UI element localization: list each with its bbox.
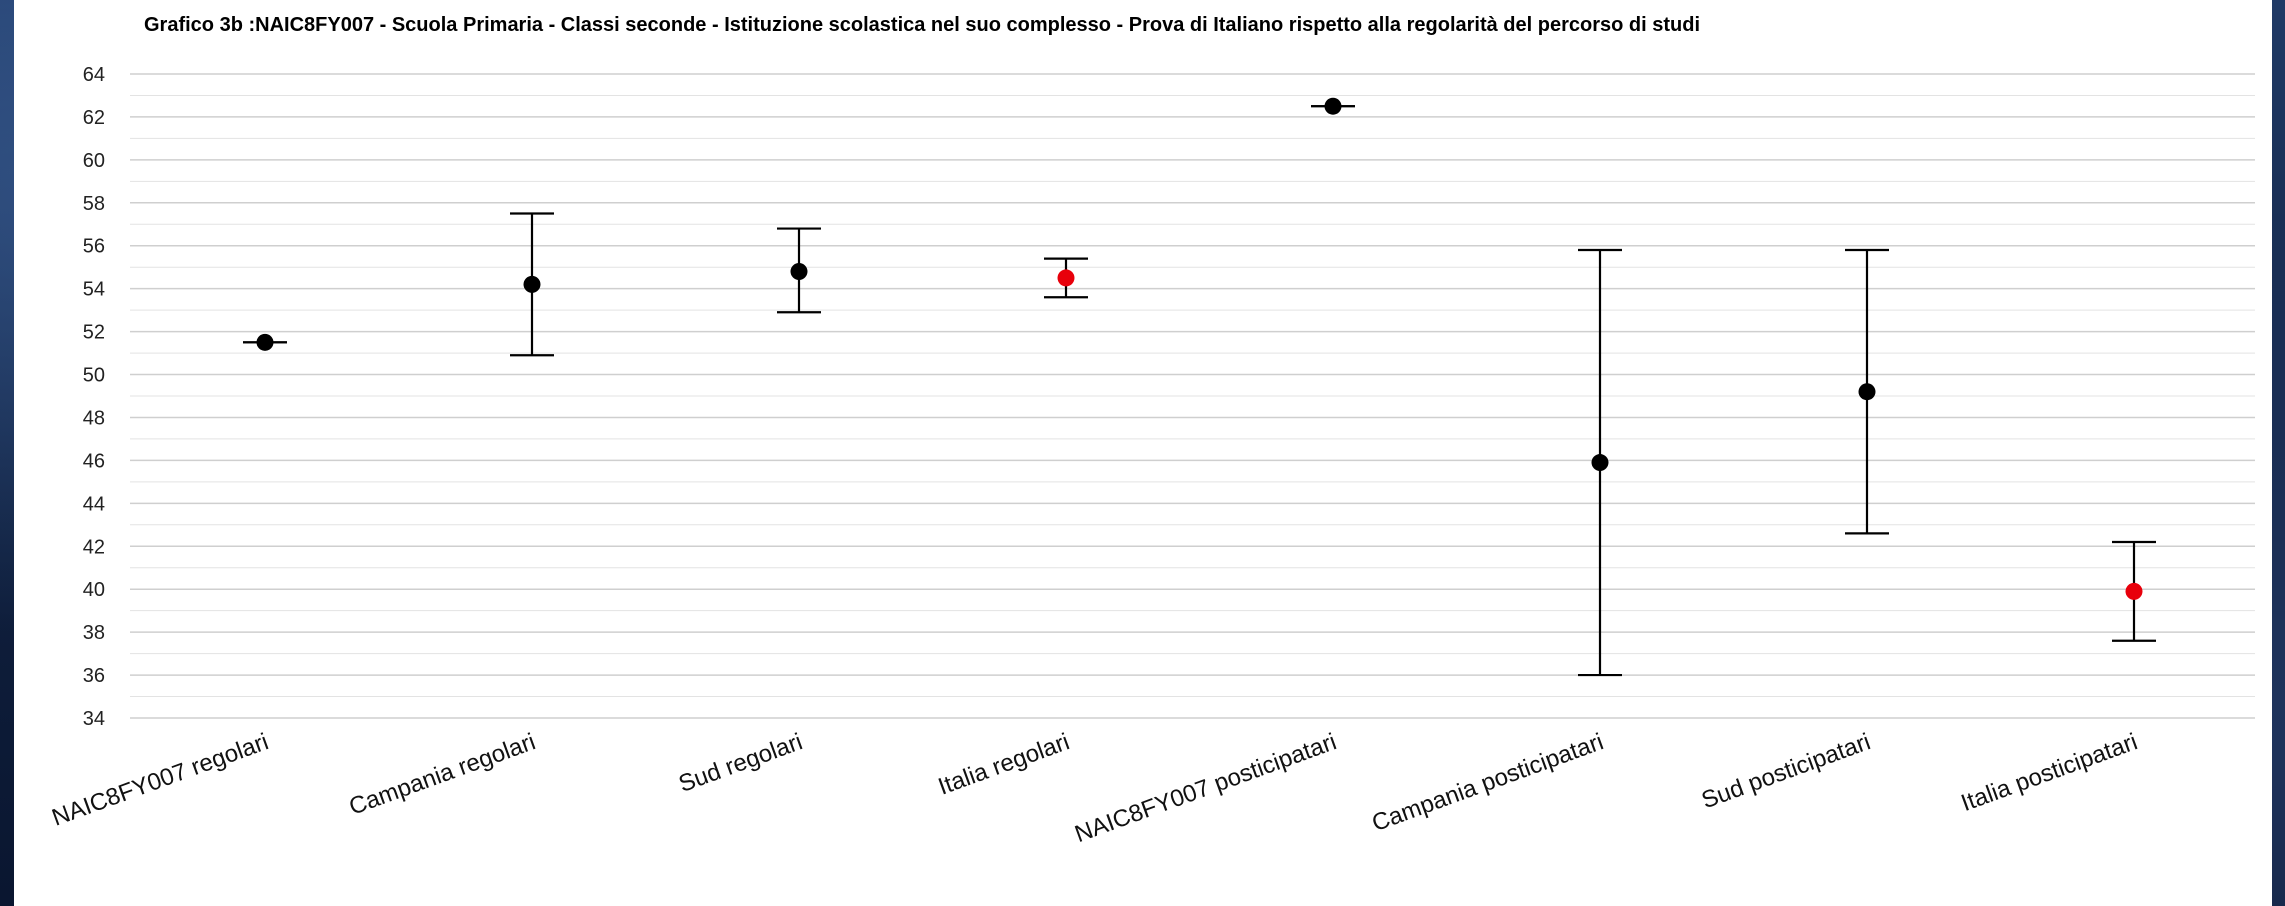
data-point — [256, 333, 274, 351]
y-tick-label: 64 — [83, 64, 105, 86]
x-category-label: Sud posticipatari — [1698, 728, 1874, 814]
y-tick-label: 62 — [83, 107, 105, 129]
x-category-label: Sud regolari — [675, 728, 806, 798]
x-category-label: Italia posticipatari — [1958, 728, 2141, 817]
y-tick-label: 46 — [83, 450, 105, 472]
data-point — [790, 262, 808, 280]
data-point — [523, 275, 541, 293]
y-tick-label: 56 — [83, 236, 105, 258]
y-tick-label: 38 — [83, 622, 105, 644]
data-point — [1324, 97, 1342, 115]
x-category-label: Campania posticipatari — [1368, 728, 1607, 837]
y-tick-label: 52 — [83, 322, 105, 344]
x-category-label: NAIC8FY007 regolari — [48, 728, 272, 831]
y-tick-label: 36 — [83, 665, 105, 687]
y-tick-label: 48 — [83, 407, 105, 429]
y-tick-label: 34 — [83, 708, 105, 730]
y-tick-label: 58 — [83, 193, 105, 215]
data-point — [1591, 454, 1609, 472]
y-tick-label: 50 — [83, 365, 105, 387]
x-category-label: Campania regolari — [346, 728, 540, 820]
data-point — [1057, 269, 1075, 287]
y-tick-label: 60 — [83, 150, 105, 172]
y-tick-label: 40 — [83, 579, 105, 601]
x-category-label: NAIC8FY007 posticipatari — [1071, 728, 1340, 848]
chart-title: Grafico 3b :NAIC8FY007 - Scuola Primaria… — [144, 14, 1700, 36]
y-tick-label: 42 — [83, 536, 105, 558]
chart-panel: Grafico 3b :NAIC8FY007 - Scuola Primaria… — [14, 0, 2272, 906]
y-tick-label: 54 — [83, 279, 105, 301]
x-category-label: Italia regolari — [935, 728, 1073, 800]
data-point — [2125, 582, 2143, 600]
data-point — [1858, 383, 1876, 401]
y-tick-label: 44 — [83, 493, 105, 515]
